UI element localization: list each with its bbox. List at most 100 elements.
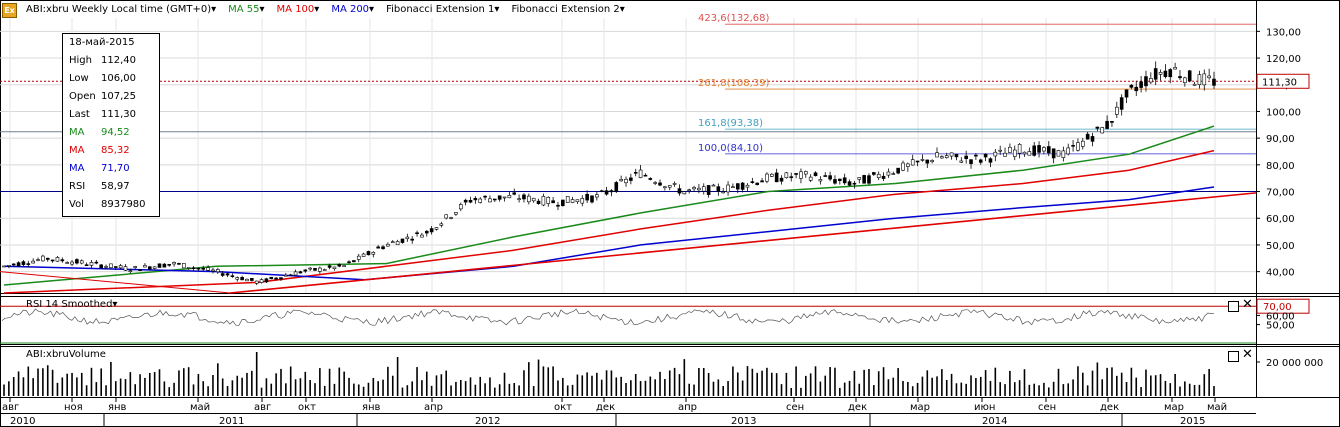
candle-body	[653, 182, 657, 184]
maximize-panel-icon[interactable]	[1228, 301, 1239, 312]
x-year-label: 2014	[982, 416, 1007, 427]
symbol-label: ABI:xbru	[26, 3, 69, 15]
candle-body	[1158, 71, 1163, 75]
dropdown-arrow-icon: ▾	[112, 299, 118, 310]
info-value: 94,52	[101, 127, 130, 138]
indicator-ma55[interactable]: MA 55▾	[228, 4, 264, 15]
candle-body	[750, 181, 755, 183]
candle-body	[109, 263, 113, 269]
candle-body	[395, 241, 400, 246]
x-month-label: май	[1207, 402, 1227, 413]
x-month-label: янв	[362, 402, 381, 413]
candle-body	[823, 175, 828, 177]
candle-body	[1202, 73, 1207, 86]
indicator-ma100[interactable]: MA 100▾	[277, 4, 320, 15]
candle-body	[240, 277, 244, 281]
candle-body	[726, 184, 730, 193]
candle-body	[55, 257, 60, 262]
candle-body	[36, 259, 40, 261]
candle-body	[1027, 151, 1032, 156]
indicator-fib1[interactable]: Fibonacci Extension 1▾	[386, 4, 499, 15]
candle-body	[638, 169, 643, 178]
x-month-label: дек	[848, 402, 867, 413]
candle-body	[463, 199, 468, 203]
x-month-label: апр	[678, 402, 697, 413]
candle-body	[1037, 145, 1041, 153]
maximize-panel-icon[interactable]	[1228, 351, 1239, 362]
volume-panel-title: ABI:xbruVolume	[26, 349, 106, 360]
x-month-label: окт	[554, 402, 572, 413]
close-panel-icon[interactable]: ✕	[1242, 347, 1253, 362]
candle-body	[983, 153, 988, 158]
info-value: 111,30	[101, 109, 136, 120]
x-month-label: июн	[974, 402, 995, 413]
candle-body	[711, 184, 716, 187]
candle-body	[1115, 106, 1119, 115]
candle-body	[143, 265, 147, 268]
candle-body	[89, 262, 94, 266]
info-label: Low	[69, 73, 89, 84]
candle-body	[313, 267, 317, 271]
indicator-fib2[interactable]: Fibonacci Extension 2▾	[511, 4, 624, 15]
candle-body	[828, 175, 832, 180]
candle-body	[478, 198, 483, 203]
candle-body	[211, 269, 215, 272]
candle-body	[551, 200, 555, 204]
candle-body	[1071, 145, 1075, 147]
candle-body	[473, 197, 478, 201]
y-tick-label: 130,00	[1266, 27, 1301, 38]
candle-body	[298, 271, 303, 274]
candle-body	[303, 269, 308, 272]
rsi-tick-label: 60,00	[1266, 311, 1295, 322]
candle-body	[1056, 150, 1061, 157]
candle-body	[162, 263, 167, 268]
candle-body	[201, 267, 206, 270]
candle-body	[862, 175, 866, 184]
candle-body	[546, 196, 551, 204]
candle-body	[468, 199, 473, 203]
indicator-fib2-label: Fibonacci Extension 2	[511, 3, 620, 15]
candle-body	[896, 167, 900, 174]
candle-body	[250, 278, 254, 281]
candle-body	[133, 266, 138, 268]
candle-body	[706, 185, 711, 195]
candle-body	[1163, 70, 1168, 77]
rsi-panel-title[interactable]: RSI 14 Smoothed▾	[26, 299, 117, 310]
candle-body	[556, 204, 560, 207]
candle-body	[1008, 146, 1012, 153]
candle-body	[269, 276, 274, 280]
candle-body	[381, 246, 385, 250]
rsi-level-label: 70,00	[1263, 302, 1292, 313]
candle-body	[765, 173, 769, 182]
candle-body	[128, 270, 133, 273]
last-price-tag	[1256, 73, 1310, 89]
candle-body	[531, 197, 536, 202]
candle-body	[1168, 69, 1173, 78]
x-month-label: ноя	[64, 402, 83, 413]
symbol-selector[interactable]: ABI:xbru Weekly Local time (GMT+0)▾	[26, 4, 216, 15]
candle-body	[1076, 142, 1080, 151]
candle-body	[7, 265, 11, 267]
candle-body	[779, 177, 784, 182]
candle-body	[245, 278, 249, 282]
candle-body	[925, 159, 930, 164]
candle-body	[152, 266, 157, 269]
info-row-ma100: MA 85,32	[69, 142, 130, 160]
indicator-ma200[interactable]: MA 200▾	[331, 4, 374, 15]
candle-body	[624, 178, 628, 184]
candle-body	[1051, 148, 1056, 159]
candle-body	[1105, 120, 1109, 129]
candle-body	[964, 155, 968, 159]
candle-body	[614, 182, 619, 192]
candle-body	[716, 186, 721, 192]
candle-body	[220, 273, 225, 276]
candle-body	[643, 174, 648, 177]
candle-body	[585, 193, 589, 201]
close-panel-icon[interactable]: ✕	[1242, 297, 1253, 312]
candle-body	[79, 260, 84, 264]
x-month-label: сен	[1038, 402, 1056, 413]
candle-body	[920, 159, 925, 161]
last-price-label: 111,30	[1262, 77, 1297, 88]
candle-body	[599, 190, 604, 193]
